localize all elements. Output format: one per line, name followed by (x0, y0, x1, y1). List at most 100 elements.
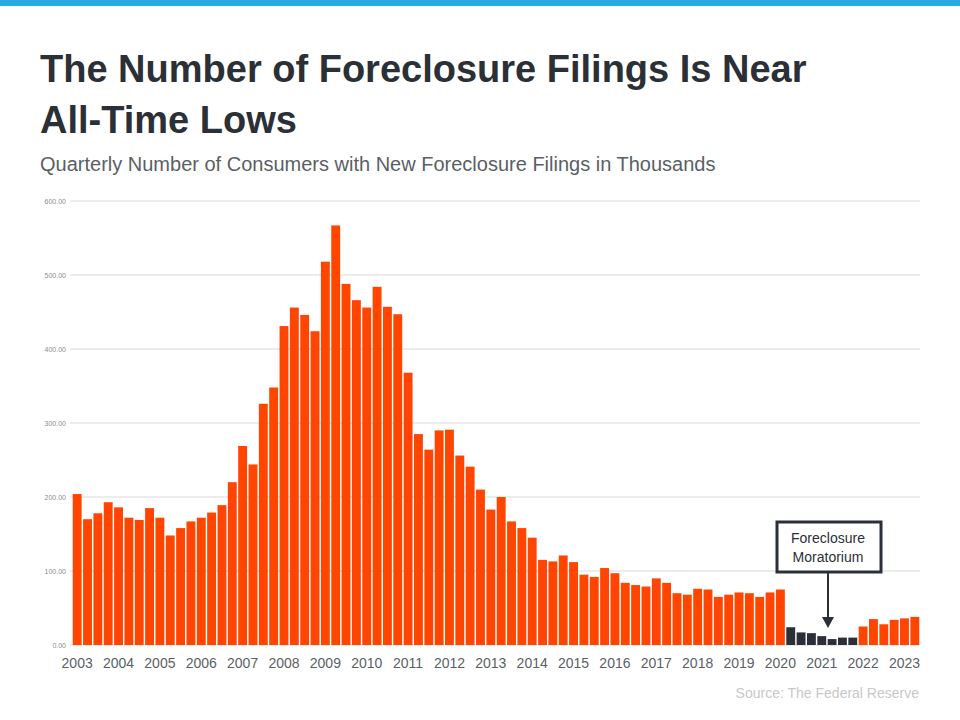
x-tick-label: 2005 (144, 655, 175, 671)
y-tick-label: 200.00 (45, 494, 67, 501)
x-tick-label: 2019 (723, 655, 754, 671)
y-tick-label: 400.00 (45, 346, 67, 353)
bar (807, 633, 816, 645)
bar (269, 387, 278, 645)
x-tick-label: 2015 (558, 655, 589, 671)
title: The Number of Foreclosure Filings Is Nea… (40, 48, 807, 141)
bar (186, 521, 195, 645)
bar (373, 287, 382, 645)
x-tick-label: 2022 (848, 655, 879, 671)
annotation-arrowhead (822, 617, 834, 628)
bar (114, 507, 123, 645)
x-tick-label: 2021 (806, 655, 837, 671)
bar (321, 262, 330, 645)
bars (73, 225, 920, 645)
bar (517, 528, 526, 645)
bar (662, 583, 671, 645)
x-tick-label: 2003 (62, 655, 93, 671)
x-tick-label: 2011 (393, 655, 423, 671)
bar (280, 326, 289, 645)
bar (900, 618, 909, 645)
x-tick-label: 2014 (517, 655, 548, 671)
x-tick-label: 2009 (310, 655, 341, 671)
bar (817, 636, 826, 645)
annotation-box (777, 522, 881, 572)
x-tick-label: 2018 (682, 655, 713, 671)
bar (652, 578, 661, 645)
bar (342, 284, 351, 645)
bar (73, 494, 82, 645)
bar (249, 464, 258, 645)
bar (838, 638, 847, 645)
bar (548, 561, 557, 645)
bar (145, 508, 154, 645)
bar (414, 434, 423, 645)
bar (362, 308, 371, 645)
x-tick-label: 2020 (765, 655, 796, 671)
bar (828, 639, 837, 645)
bar (766, 592, 775, 645)
bar (528, 538, 537, 645)
bar (466, 467, 475, 645)
bar (497, 497, 506, 645)
bar (714, 597, 723, 645)
bar (776, 590, 785, 646)
bar (869, 619, 878, 645)
y-tick-label: 600.00 (45, 198, 67, 205)
bar (910, 617, 919, 645)
title-line: The Number of Foreclosure Filings Is Nea… (40, 48, 807, 90)
y-tick-label: 300.00 (45, 420, 67, 427)
bar (848, 638, 857, 645)
bar (176, 528, 185, 645)
annotation-line: Foreclosure (791, 530, 865, 546)
bar (300, 315, 309, 645)
subtitle: Quarterly Number of Consumers with New F… (40, 153, 715, 175)
bar (393, 314, 402, 645)
x-tick-label: 2023 (889, 655, 920, 671)
y-tick-label: 500.00 (45, 272, 67, 279)
chart: The Number of Foreclosure Filings Is Nea… (0, 0, 960, 720)
x-tick-label: 2010 (351, 655, 382, 671)
annotation-arrow (827, 573, 829, 620)
grid-line (70, 423, 920, 424)
bar (311, 331, 320, 645)
bar (197, 518, 206, 645)
x-tick-label: 2016 (599, 655, 630, 671)
y-tick-label: 0.00 (52, 642, 66, 649)
title-line: All-Time Lows (40, 99, 297, 141)
bar (642, 587, 651, 645)
bar (507, 521, 516, 645)
bar (404, 373, 413, 645)
bar (290, 308, 299, 645)
bar (104, 502, 113, 645)
x-tick-label: 2008 (268, 655, 299, 671)
bar (631, 585, 640, 645)
bar (673, 593, 682, 645)
grid-line (70, 497, 920, 498)
bar (621, 583, 630, 645)
bar (590, 577, 599, 645)
x-tick-label: 2007 (227, 655, 258, 671)
bar (610, 573, 619, 645)
x-tick-label: 2004 (103, 655, 134, 671)
bar (538, 560, 547, 645)
bar (207, 513, 216, 645)
bar (559, 555, 568, 645)
annotation: Foreclosure Moratorium (791, 530, 865, 565)
bar (486, 510, 495, 645)
grid-line (70, 201, 920, 202)
bar (331, 225, 340, 645)
y-tick-label: 100.00 (45, 568, 67, 575)
bar (693, 589, 702, 645)
bar (859, 627, 868, 646)
bar (755, 597, 764, 645)
bar (424, 450, 433, 645)
bar (683, 595, 692, 645)
bar (83, 519, 92, 645)
annotation-line: Moratorium (793, 549, 864, 565)
bar (704, 590, 713, 646)
grid-line (70, 349, 920, 350)
source: Source: The Federal Reserve (736, 685, 920, 701)
bar (797, 632, 806, 645)
bar (383, 307, 392, 645)
